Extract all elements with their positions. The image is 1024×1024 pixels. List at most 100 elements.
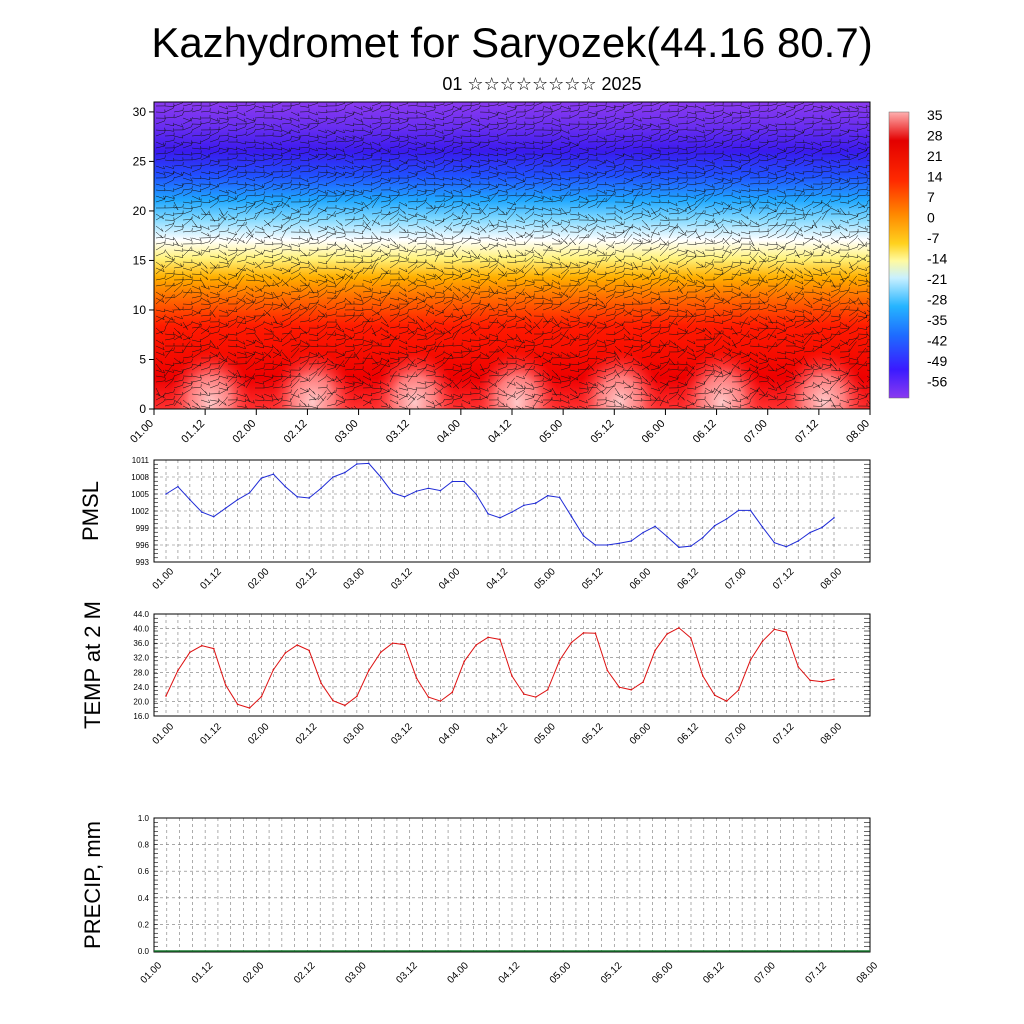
wind-barb-flag <box>558 118 561 122</box>
wind-barb-flag <box>308 124 310 128</box>
wind-barb <box>362 195 372 200</box>
wind-barb <box>830 114 840 119</box>
wind-barb-flag <box>207 226 210 230</box>
wind-barb-flag <box>866 147 868 151</box>
wind-barb-flag <box>407 123 409 127</box>
wind-barb <box>659 132 669 137</box>
wind-barb <box>407 135 417 140</box>
wind-barb <box>443 161 453 167</box>
wind-barb-flag <box>533 124 535 129</box>
wind-barb-flag <box>253 183 255 187</box>
wind-barb-flag <box>676 129 679 133</box>
wind-barb <box>677 163 687 167</box>
wind-barb-flag <box>578 106 580 110</box>
wind-barb-flag <box>388 158 391 162</box>
wind-barb <box>848 177 858 180</box>
wind-barb-flag <box>523 219 525 223</box>
wind-barb <box>524 176 534 179</box>
wind-barb <box>839 159 849 161</box>
wind-barb <box>299 177 309 182</box>
wind-barb <box>434 177 444 181</box>
wind-barb-flag <box>461 142 463 146</box>
wind-barb-flag <box>676 129 678 133</box>
wind-barb <box>812 147 822 152</box>
wind-barb <box>515 181 525 185</box>
wind-barb-flag <box>254 118 256 122</box>
wind-barb-flag <box>717 211 721 215</box>
wind-barb <box>668 115 678 119</box>
wind-barb <box>290 103 300 107</box>
wind-barb-flag <box>577 111 580 115</box>
wind-barb <box>380 181 390 185</box>
wind-barb <box>848 138 858 143</box>
wind-barb <box>731 165 741 170</box>
wind-barb <box>389 196 398 203</box>
wind-barb <box>695 159 705 162</box>
wind-barb <box>281 186 291 191</box>
wind-barb <box>452 159 462 162</box>
wind-barb-flag <box>792 172 795 176</box>
wind-barb <box>515 219 525 223</box>
wind-barb <box>542 185 552 191</box>
wind-barb-flag <box>614 147 616 151</box>
wind-barb-flag <box>452 148 454 152</box>
wind-barb <box>389 135 399 140</box>
wind-barb <box>578 171 588 176</box>
wind-barb <box>272 117 282 120</box>
wind-barb <box>605 195 613 203</box>
wind-barb <box>812 121 822 125</box>
wind-barb-flag <box>397 217 400 221</box>
wind-barb-flag <box>812 102 814 105</box>
wind-barb <box>479 177 489 180</box>
wind-barb-flag <box>839 178 841 182</box>
wind-barb <box>524 207 534 211</box>
wind-barb <box>524 123 534 125</box>
wind-barb-flag <box>369 124 372 128</box>
wind-barb <box>209 159 219 163</box>
wind-barb <box>281 170 291 173</box>
wind-barb <box>605 120 615 125</box>
wind-barb-flag <box>677 112 679 116</box>
wind-barb-flag <box>614 166 616 170</box>
wind-barb <box>776 114 786 119</box>
wind-barb <box>380 122 390 125</box>
wind-barb-flag <box>829 164 832 169</box>
wind-barb <box>452 183 462 185</box>
wind-barb <box>164 159 174 162</box>
wind-barb-flag <box>758 135 760 139</box>
wind-barb <box>164 223 174 227</box>
wind-barb <box>533 213 543 217</box>
wind-barb-flag <box>740 117 742 121</box>
wind-barb-flag <box>641 201 643 205</box>
wind-barb <box>515 171 525 176</box>
wind-barb-flag <box>333 130 336 134</box>
wind-barb-flag <box>749 188 751 192</box>
wind-barb <box>263 111 273 113</box>
wind-barb <box>281 200 288 209</box>
wind-barb-flag <box>223 216 226 221</box>
wind-barb <box>155 132 165 137</box>
wind-barb <box>560 145 570 149</box>
wind-barb-flag <box>461 219 463 224</box>
wind-barb <box>839 132 849 137</box>
wind-barb <box>173 183 183 187</box>
wind-barb-flag <box>423 214 426 218</box>
wind-barb-flag <box>533 154 535 158</box>
wind-barb <box>182 141 192 144</box>
wind-barb <box>749 201 757 209</box>
wind-barb <box>353 193 363 197</box>
wind-barb-flag <box>665 216 668 220</box>
wind-barb <box>731 153 741 157</box>
wind-barb <box>794 132 804 137</box>
wind-barb <box>200 186 210 191</box>
page-title: Kazhydromet for Saryozek(44.16 80.7) <box>151 19 873 66</box>
wind-barb-flag <box>524 123 526 127</box>
wind-barb-flag <box>505 220 507 224</box>
wind-barb-flag <box>496 158 499 162</box>
wind-barb <box>560 151 570 155</box>
wind-barb <box>290 168 300 173</box>
wind-barb-flag <box>506 123 508 128</box>
wind-barb-flag <box>281 154 283 159</box>
wind-barb-flag <box>388 177 390 181</box>
wind-barb <box>443 140 453 143</box>
